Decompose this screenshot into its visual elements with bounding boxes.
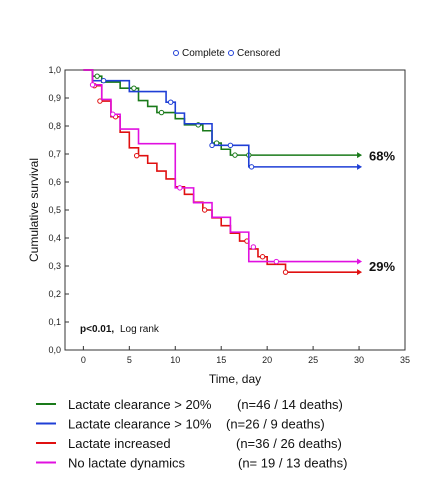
- top-legend-censored: Censored: [237, 48, 280, 59]
- x-tick-label: 30: [354, 355, 364, 365]
- censored-point: [131, 85, 137, 91]
- series-end-marker: [357, 269, 363, 276]
- plot-frame: [64, 69, 406, 351]
- y-tick-label: 0,7: [48, 149, 61, 159]
- series-line: [83, 69, 360, 168]
- y-tick-label: 0,0: [48, 345, 61, 355]
- censored-point: [133, 152, 140, 159]
- series-end-marker: [357, 163, 363, 170]
- censored-point: [282, 269, 289, 275]
- x-tick-label: 20: [262, 355, 272, 365]
- y-tick-label: 0,9: [48, 93, 61, 103]
- censored-point: [273, 258, 280, 265]
- bottom-legend: Lactate clearance > 20% (n=46 / 14 deaths…: [36, 397, 348, 471]
- censored-point: [94, 73, 100, 79]
- legend-label: No lactate dynamics: [68, 456, 186, 471]
- series-line: [83, 69, 360, 263]
- censored-marker-icon: [228, 50, 234, 56]
- end-label-68: 68%: [369, 148, 395, 163]
- legend-label: Lactate increased: [68, 436, 171, 451]
- x-tick-label: 10: [170, 355, 180, 365]
- series-end-marker: [357, 258, 363, 265]
- y-tick-label: 0,4: [48, 233, 61, 243]
- censored-point: [250, 244, 257, 250]
- top-legend-complete: Complete: [182, 48, 225, 59]
- x-tick-label: 0: [81, 355, 86, 365]
- censored-point: [167, 99, 174, 105]
- series-line: [83, 69, 360, 156]
- series-1: [83, 69, 363, 159]
- y-tick-label: 0,3: [48, 261, 61, 271]
- p-value-text: p<0.01,: [80, 324, 114, 335]
- x-tick-label: 5: [127, 355, 132, 365]
- x-axis-title: Time, day: [209, 372, 261, 386]
- log-rank-annotation: p<0.01, Log rank: [80, 324, 160, 335]
- y-axis-title: Cumulative survival: [27, 158, 41, 262]
- censored-point: [232, 152, 238, 158]
- series-3: [83, 69, 363, 276]
- y-tick-label: 1,0: [48, 65, 61, 75]
- censored-point: [248, 164, 255, 170]
- censored-point: [100, 77, 107, 84]
- x-tick-label: 15: [216, 355, 226, 365]
- y-axis: 0,0 0,1 0,2 0,3 0,4 0,5 0,6 0,7 0,8 0,9 1,0: [48, 65, 69, 355]
- censored-point: [110, 111, 116, 117]
- censored-point: [158, 109, 165, 116]
- legend-label: Lactate clearance > 20%: [68, 397, 212, 412]
- legend-label: Lactate clearance > 10%: [68, 417, 212, 432]
- complete-marker-icon: [173, 50, 179, 56]
- censored-point: [259, 254, 266, 260]
- series-4: [83, 69, 363, 265]
- x-tick-label: 25: [308, 355, 318, 365]
- end-labels: 68% 29%: [369, 148, 395, 274]
- end-label-29: 29%: [369, 259, 395, 274]
- y-tick-label: 0,5: [48, 205, 61, 215]
- censored-point: [89, 82, 96, 88]
- y-tick-label: 0,2: [48, 289, 61, 299]
- censored-point: [177, 185, 183, 191]
- censored-point: [201, 207, 208, 213]
- legend-count: (n=26 / 9 deaths): [226, 417, 325, 432]
- x-axis: 0 5 10 15 20 25 30 35: [81, 346, 410, 365]
- legend-count: (n=36 / 26 deaths): [236, 436, 342, 451]
- series-layer: [83, 69, 363, 276]
- censored-point: [227, 142, 234, 149]
- test-name-text: Log rank: [120, 324, 160, 335]
- x-tick-label: 35: [400, 355, 410, 365]
- y-tick-label: 0,8: [48, 121, 61, 131]
- top-legend: Complete Censored: [173, 48, 280, 59]
- y-tick-label: 0,6: [48, 177, 61, 187]
- legend-count: (n= 19 / 13 deaths): [238, 456, 348, 471]
- series-2: [83, 69, 363, 170]
- y-tick-label: 0,1: [48, 317, 61, 327]
- series-end-marker: [357, 152, 363, 159]
- legend-count: (n=46 / 14 deaths): [237, 397, 343, 412]
- censored-point: [209, 142, 215, 149]
- series-line: [83, 69, 360, 273]
